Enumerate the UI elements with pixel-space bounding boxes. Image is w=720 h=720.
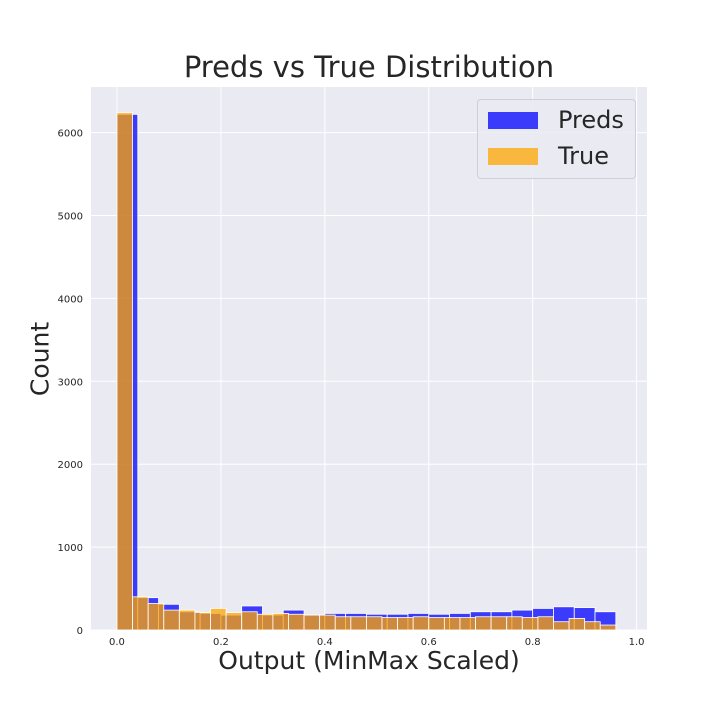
x-tick-labels: 0.0 0.2 0.4 0.6 0.8 1.0 [109, 637, 645, 648]
bar-true [132, 596, 149, 631]
bar-true [116, 112, 133, 631]
bar-true [194, 612, 211, 631]
x-tick-label: 0.0 [109, 637, 125, 648]
y-tick-label: 6000 [58, 129, 83, 140]
legend-swatch-preds [488, 111, 538, 129]
bar-true [350, 616, 367, 631]
x-tick-label: 0.8 [525, 637, 541, 648]
bar-true [553, 621, 570, 631]
bar-true [366, 616, 383, 631]
x-tick-label: 1.0 [629, 637, 645, 648]
bar-true [303, 614, 321, 631]
y-tick-label: 2000 [58, 460, 83, 471]
legend: Preds True [477, 99, 636, 179]
grid-lines [91, 87, 647, 631]
x-tick-label: 0.6 [421, 637, 437, 648]
bar-true [288, 613, 305, 631]
bar-true [506, 616, 523, 631]
bar-true [428, 617, 445, 631]
y-tick-label: 0 [77, 626, 83, 637]
bar-true [225, 612, 243, 631]
bar-true [210, 608, 227, 631]
x-tick-label: 0.4 [317, 637, 333, 648]
y-tick-label: 4000 [58, 294, 83, 305]
bar-true [475, 616, 492, 631]
bar-true [459, 617, 476, 631]
y-tick-label: 1000 [58, 543, 83, 554]
chart-title: Preds vs True Distribution [183, 50, 555, 84]
bar-true [272, 613, 289, 631]
histogram-bars [116, 112, 617, 631]
y-tick-label: 3000 [58, 377, 83, 388]
x-tick-label: 0.2 [213, 637, 229, 648]
y-tick-labels: 0 1000 2000 3000 4000 5000 6000 [58, 129, 83, 637]
y-axis-label: Count [25, 321, 55, 397]
bar-true [490, 616, 508, 631]
bar-true [599, 624, 617, 631]
x-axis-label: Output (MinMax Scaled) [218, 646, 520, 675]
y-tick-label: 5000 [58, 211, 83, 222]
bar-true [163, 609, 180, 631]
bar-true [568, 617, 586, 631]
bar-true [178, 609, 196, 631]
bar-true [334, 616, 352, 631]
bar-true [241, 611, 258, 631]
bar-true [319, 614, 336, 631]
legend-label-preds: Preds [558, 106, 624, 134]
bar-true [147, 603, 165, 631]
bar-true [443, 617, 461, 631]
bar-true [521, 617, 539, 631]
legend-swatch-true [488, 147, 538, 165]
bar-true [397, 617, 414, 631]
legend-item-true: True [488, 141, 609, 171]
bar-true [584, 621, 601, 631]
legend-item-preds: Preds [488, 105, 624, 135]
bar-true [412, 616, 430, 631]
bar-true [537, 616, 554, 631]
bar-true [256, 613, 274, 631]
bar-true [381, 617, 398, 631]
legend-label-true: True [558, 142, 609, 170]
